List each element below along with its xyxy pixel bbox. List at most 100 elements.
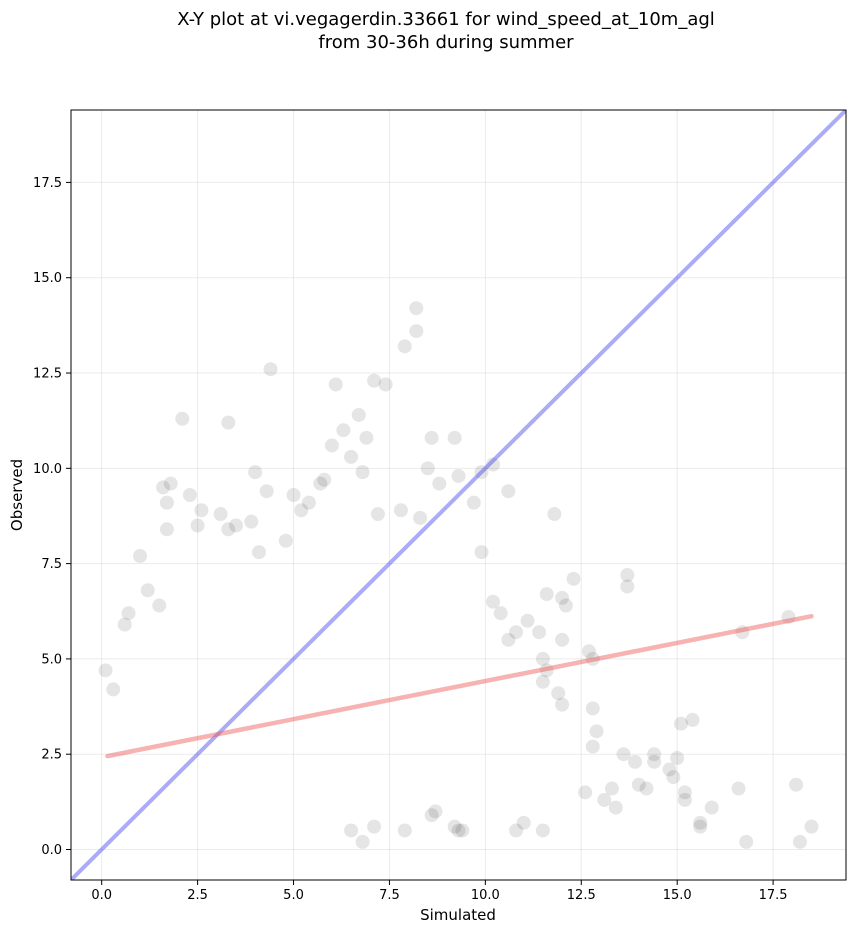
data-point bbox=[359, 430, 374, 445]
data-point bbox=[355, 834, 370, 849]
data-point bbox=[666, 770, 681, 785]
regression-line bbox=[105, 613, 814, 759]
data-point bbox=[532, 625, 547, 640]
data-point bbox=[190, 518, 205, 533]
x-tick-label: 0.0 bbox=[91, 888, 112, 903]
chart-title: X-Y plot at vi.vegagerdin.33661 for wind… bbox=[177, 9, 715, 30]
data-point bbox=[133, 548, 148, 563]
data-point bbox=[704, 800, 719, 815]
data-point bbox=[670, 751, 685, 766]
data-point bbox=[493, 606, 508, 621]
data-point bbox=[294, 503, 309, 518]
data-point bbox=[639, 781, 654, 796]
data-point bbox=[589, 724, 604, 739]
data-point bbox=[355, 465, 370, 480]
data-point bbox=[677, 785, 692, 800]
data-point bbox=[674, 716, 689, 731]
data-point bbox=[781, 609, 796, 624]
data-point bbox=[420, 461, 435, 476]
data-point bbox=[156, 480, 171, 495]
data-point bbox=[620, 579, 635, 594]
data-point bbox=[516, 815, 531, 830]
axis-ticks: 0.0 2.5 5.0 7.5 10.0 12.5 15.0 17.5 0.0 2.5 5.0 7.5… bbox=[33, 176, 788, 903]
data-point bbox=[228, 518, 243, 533]
data-point bbox=[393, 503, 408, 518]
data-point bbox=[604, 781, 619, 796]
data-point bbox=[693, 815, 708, 830]
data-point bbox=[555, 590, 570, 605]
data-point bbox=[121, 606, 136, 621]
data-point bbox=[547, 507, 562, 522]
data-point bbox=[451, 468, 466, 483]
y-tick-label: 10.0 bbox=[33, 462, 62, 477]
data-point bbox=[474, 465, 489, 480]
x-tick-label: 12.5 bbox=[567, 888, 596, 903]
x-tick-label: 2.5 bbox=[187, 888, 208, 903]
data-point bbox=[317, 472, 332, 487]
data-point bbox=[509, 823, 524, 838]
x-tick-label: 15.0 bbox=[663, 888, 692, 903]
data-point bbox=[735, 625, 750, 640]
x-tick-label: 10.0 bbox=[471, 888, 500, 903]
data-point bbox=[313, 476, 328, 491]
data-point bbox=[581, 644, 596, 659]
data-point bbox=[539, 587, 554, 602]
data-point bbox=[585, 739, 600, 754]
data-point bbox=[117, 617, 132, 632]
data-point bbox=[789, 777, 804, 792]
y-tick-label: 5.0 bbox=[41, 652, 62, 667]
y-tick-label: 2.5 bbox=[41, 748, 62, 763]
y-tick-label: 12.5 bbox=[33, 367, 62, 382]
data-point bbox=[539, 663, 554, 678]
data-point bbox=[455, 823, 470, 838]
x-tick-label: 5.0 bbox=[283, 888, 304, 903]
data-point bbox=[501, 484, 516, 499]
data-point bbox=[731, 781, 746, 796]
y-tick-label: 17.5 bbox=[33, 176, 62, 191]
x-tick-label: 17.5 bbox=[759, 888, 788, 903]
data-point bbox=[647, 747, 662, 762]
data-point bbox=[535, 823, 550, 838]
data-point bbox=[685, 712, 700, 727]
data-point bbox=[474, 545, 489, 560]
data-point bbox=[551, 686, 566, 701]
data-point bbox=[804, 819, 819, 834]
data-point bbox=[140, 583, 155, 598]
data-point bbox=[351, 407, 366, 422]
chart-subtitle: from 30-36h during summer bbox=[318, 32, 574, 53]
data-point bbox=[328, 377, 343, 392]
data-point bbox=[597, 792, 612, 807]
grid bbox=[71, 110, 846, 880]
data-point bbox=[182, 488, 197, 502]
data-point bbox=[221, 522, 236, 537]
data-point bbox=[344, 823, 359, 838]
data-point bbox=[251, 545, 266, 560]
y-tick-label: 0.0 bbox=[41, 843, 62, 858]
data-point bbox=[677, 792, 692, 807]
data-point bbox=[616, 747, 631, 762]
data-point bbox=[163, 476, 178, 491]
data-point bbox=[620, 568, 635, 583]
data-point bbox=[585, 701, 600, 716]
data-point bbox=[259, 484, 274, 499]
data-point bbox=[367, 373, 382, 388]
data-point bbox=[409, 324, 424, 339]
data-point bbox=[98, 663, 113, 678]
x-axis-label: Simulated bbox=[420, 906, 496, 924]
data-point bbox=[413, 510, 428, 525]
y-axis-label: Observed bbox=[8, 459, 26, 531]
data-point bbox=[194, 503, 209, 518]
data-point bbox=[424, 430, 439, 445]
data-point bbox=[175, 411, 190, 426]
data-point bbox=[432, 476, 447, 491]
data-point bbox=[244, 514, 259, 529]
data-point bbox=[424, 808, 439, 823]
data-point bbox=[378, 377, 393, 392]
data-point bbox=[578, 785, 593, 800]
data-point bbox=[106, 682, 121, 697]
data-point bbox=[447, 430, 462, 445]
data-point bbox=[336, 423, 351, 438]
data-point bbox=[555, 697, 570, 712]
data-point bbox=[324, 438, 339, 453]
identity-line bbox=[71, 110, 846, 880]
